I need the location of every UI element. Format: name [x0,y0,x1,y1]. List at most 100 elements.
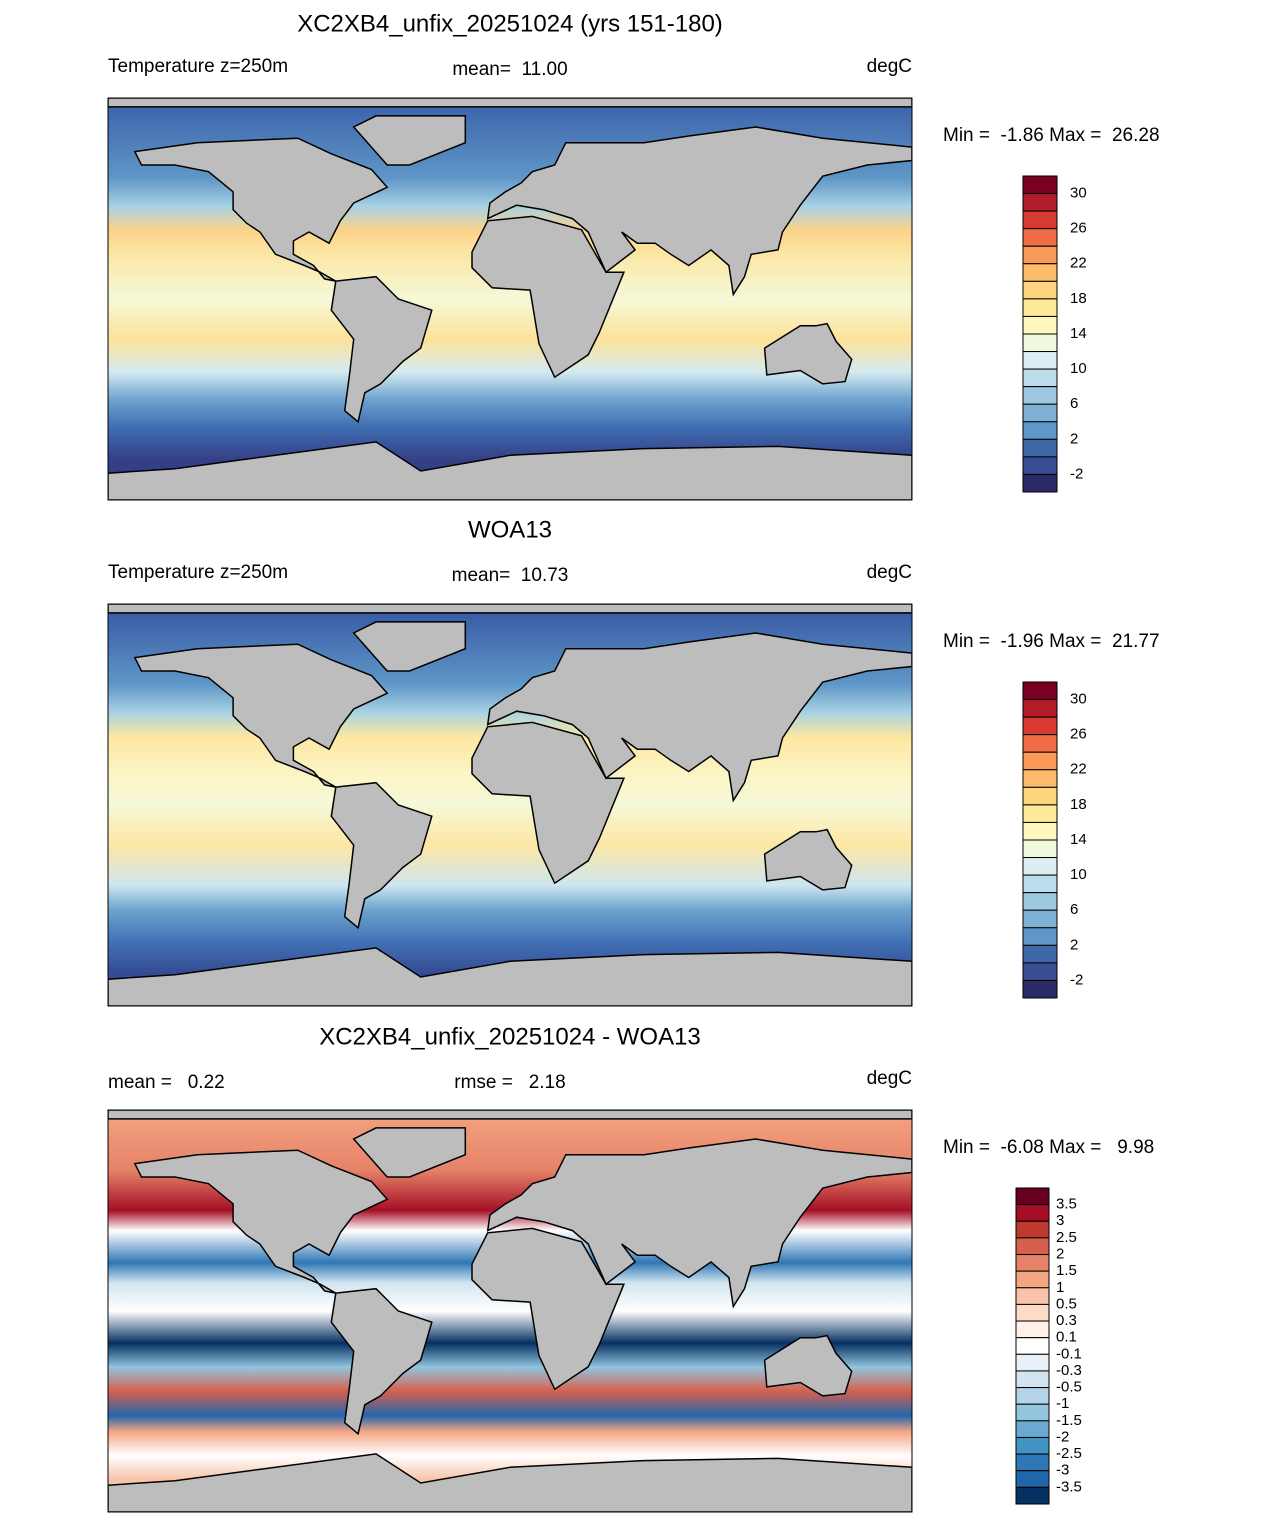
colorbar-box [1022,228,1058,247]
colorbar-box [1022,699,1058,718]
colorbar-label: 0.3 [1056,1312,1077,1329]
colorbar-box [1022,821,1058,841]
land [486,632,912,803]
colorbar-label: 14 [1070,831,1087,848]
colorbar-box [1022,245,1058,265]
colorbar-box [1022,403,1058,423]
colorbar-label: 22 [1070,255,1087,272]
colorbar-box [1015,1320,1050,1339]
colorbar-box [1022,804,1058,823]
colorbar-label: 14 [1070,325,1087,342]
colorbar-box [1022,315,1058,335]
colorbar-box [1022,193,1058,212]
colorbar-box [1022,351,1058,370]
colorbar-box [1015,1403,1050,1422]
colorbar-label: 0.1 [1056,1329,1077,1346]
land [352,115,467,166]
map-frame [107,603,913,1007]
colorbar-box [1015,1303,1050,1322]
colorbar-box [1022,456,1058,475]
colorbar-label: 2 [1056,1245,1064,1262]
colorbar-label: 3 [1056,1212,1064,1229]
left-label: Temperature z=250m [108,56,288,77]
colorbar-box [1022,962,1058,981]
colorbar-label: -0.1 [1056,1345,1082,1362]
colorbar-label: 22 [1070,761,1087,778]
colorbar-label: -1.5 [1056,1412,1082,1429]
colorbar-label: 0.5 [1056,1295,1077,1312]
colorbar-box [1015,1237,1050,1256]
colorbar-box [1022,298,1058,317]
colorbar-box [1022,421,1058,440]
colorbar-box [1022,734,1058,753]
colorbar-box [1015,1436,1050,1455]
colorbar-label: -2 [1070,465,1083,482]
colorbar-label: -3 [1056,1462,1069,1479]
colorbar-box [1022,333,1058,353]
land [108,604,912,614]
center-label: mean= 11.00 [452,59,567,80]
colorbar-box [1015,1486,1050,1505]
land [486,1138,912,1309]
colorbar-label: -1 [1056,1395,1069,1412]
colorbar-box [1015,1337,1050,1355]
colorbar-box [1015,1420,1050,1438]
land [108,98,912,108]
land [108,947,912,1006]
colorbar-box [1022,839,1058,859]
colorbar-box [1022,681,1058,701]
colorbar-label: 30 [1070,185,1087,202]
colorbar-label: 18 [1070,290,1087,307]
colorbar-label: 1 [1056,1279,1064,1296]
panel: XC2XB4_unfix_20251024 - WOA13 mean = 0.22… [107,1023,1154,1513]
colorbar-box [1022,280,1058,300]
center-label: mean= 10.73 [452,565,569,586]
land [108,441,912,500]
colorbar-box [1015,1470,1050,1488]
map-frame [107,97,913,501]
colorbar-label: -0.3 [1056,1362,1082,1379]
map [108,1110,912,1512]
land [133,137,389,282]
colorbar-label: -2 [1056,1428,1069,1445]
colorbar-box [1022,909,1058,929]
colorbar-box [1022,473,1058,493]
colorbar-box [1015,1254,1050,1272]
land [763,828,853,891]
land [352,1127,467,1178]
land [330,781,433,930]
land [108,1453,912,1512]
colorbar-label: 30 [1070,691,1087,708]
colorbar-box [1015,1387,1050,1405]
panel-title: WOA13 [468,516,552,543]
units-label: degC [867,1068,912,1089]
colorbar-box [1015,1370,1050,1389]
land [133,643,389,788]
left-label: Temperature z=250m [108,562,288,583]
units-label: degC [867,562,912,583]
land [471,721,626,885]
colorbar-box [1022,786,1058,806]
colorbar-label: -2 [1070,971,1083,988]
colorbar-box [1022,210,1058,230]
map [108,98,912,500]
colorbar-box [1022,927,1058,946]
colorbar-box [1015,1270,1050,1289]
colorbar-box [1022,175,1058,195]
colorbar-box [1022,769,1058,788]
land [471,1227,626,1391]
land [330,275,433,424]
colorbar-box [1022,857,1058,876]
colorbar-label: 18 [1070,796,1087,813]
colorbar-box [1022,263,1058,282]
colorbar-box [1015,1187,1050,1206]
range-label: Min = -1.96 Max = 21.77 [943,631,1160,652]
colorbar-label: -0.5 [1056,1379,1082,1396]
panel: XC2XB4_unfix_20251024 (yrs 151-180) Tempe… [107,10,1160,501]
panel: WOA13 Temperature z=250m mean= 10.73 degC Mi… [107,516,1160,1007]
land [330,1287,433,1436]
panel-title: XC2XB4_unfix_20251024 - WOA13 [319,1023,701,1050]
land [108,1110,912,1120]
colorbar-label: 26 [1070,220,1087,237]
